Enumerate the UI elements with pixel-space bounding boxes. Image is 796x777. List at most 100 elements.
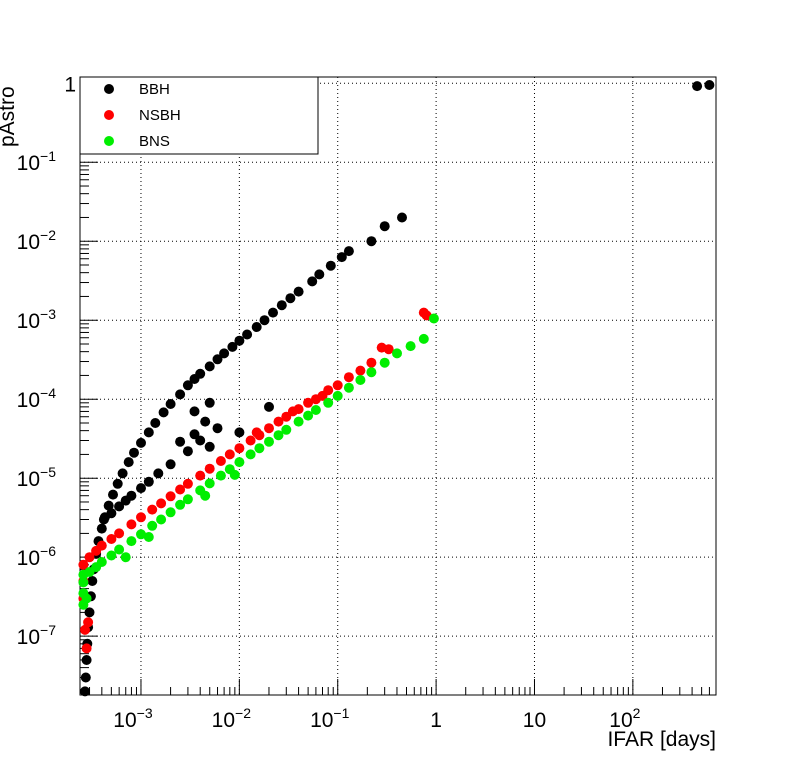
point-bbh [112,478,123,489]
x-axis-title: IFAR [days] [607,728,716,751]
x-tick-label-base: 10 [609,709,632,732]
point-bbh [136,437,146,448]
point-bbh [242,329,253,340]
point-nsbh [264,423,274,434]
x-tick-label-exponent: 2 [633,705,641,721]
point-bbh [98,514,109,525]
point-bns [264,436,274,447]
point-bns [379,357,390,368]
point-bbh [84,607,95,618]
x-tick-label: 102 [609,705,640,732]
point-bns [156,514,167,525]
legend-marker-nsbh [104,110,114,120]
point-bbh [204,361,215,372]
point-bbh [219,348,230,359]
y-tick-label-exponent: −1 [40,148,56,164]
point-bbh [165,399,176,409]
point-bbh [182,380,193,391]
point-bbh [343,246,354,257]
point-bbh [158,407,169,418]
x-tick-label: 10−2 [212,705,252,732]
y-tick-label-base: 1 [64,73,76,96]
point-bbh [165,459,176,470]
point-bns [200,490,211,501]
point-bbh [397,212,407,223]
point-bbh [136,483,146,494]
point-nsbh [204,463,215,474]
point-bbh [366,236,377,247]
point-bbh [704,80,715,90]
point-bbh [200,416,211,427]
point-bbh [126,490,137,501]
y-tick-label-exponent: −4 [40,385,56,401]
x-tick-label-base: 10 [310,709,333,732]
y-tick-label-base: 10 [17,547,40,570]
point-nsbh [165,491,176,502]
point-bbh [307,276,318,287]
point-bns [332,390,343,401]
point-bns [310,405,321,415]
legend-label-nsbh: NSBH [139,107,181,124]
point-bns [114,544,125,555]
y-tick-label-base: 10 [17,231,40,254]
y-tick-label: 10−5 [17,464,57,491]
legend-label-bbh: BBH [139,81,170,98]
point-nsbh [273,416,284,427]
point-bns [281,424,292,435]
point-bns [234,457,245,468]
point-nsbh [332,380,343,391]
point-nsbh [366,357,377,368]
x-tick-label-base: 10 [113,709,136,732]
y-tick-label: 10−6 [17,543,57,570]
point-bns [165,507,176,518]
point-bns [215,470,226,481]
point-bns [418,333,429,344]
point-bns [229,469,240,480]
point-bns [405,341,416,352]
point-nsbh [245,435,256,446]
y-tick-label-base: 10 [17,389,40,412]
point-bbh [117,468,128,479]
point-bbh [325,260,336,271]
point-bns [392,348,402,359]
point-bbh [227,341,238,352]
y-tick-label-base: 10 [17,310,40,333]
point-nsbh [303,397,314,408]
point-bbh [175,389,186,400]
legend-marker-bns [104,136,114,146]
y-tick-label: 10−4 [17,385,57,412]
y-axis-title: pAstro [0,86,19,147]
point-bns [147,520,158,531]
point-bns [175,499,186,510]
x-tick-label: 10−3 [113,705,153,732]
point-bns [106,550,117,561]
y-tick-label: 1 [64,73,76,96]
point-bns [355,375,366,385]
y-tick-label-base: 10 [17,626,40,649]
point-bbh [143,427,154,438]
plot-frame [79,76,717,696]
point-bbh [293,286,304,297]
point-bbh [204,441,215,452]
point-bns [428,313,439,324]
point-nsbh [81,643,92,654]
point-bbh [268,307,278,318]
point-bbh [285,293,296,304]
point-bbh [212,423,223,434]
point-nsbh [83,617,94,628]
point-bbh [114,501,125,512]
legend-box [79,76,319,155]
point-nsbh [106,534,117,544]
point-nsbh [175,484,186,495]
point-bbh [234,335,245,346]
point-bbh [212,354,223,365]
x-tick-label-exponent: −2 [235,705,251,721]
point-nsbh [343,372,354,383]
point-nsbh [136,512,146,523]
point-bns [96,557,107,567]
point-bbh [314,269,325,280]
point-bbh [80,672,91,683]
point-bbh [692,81,703,92]
y-tick-label: 10−2 [17,227,57,254]
point-nsbh [156,498,167,509]
